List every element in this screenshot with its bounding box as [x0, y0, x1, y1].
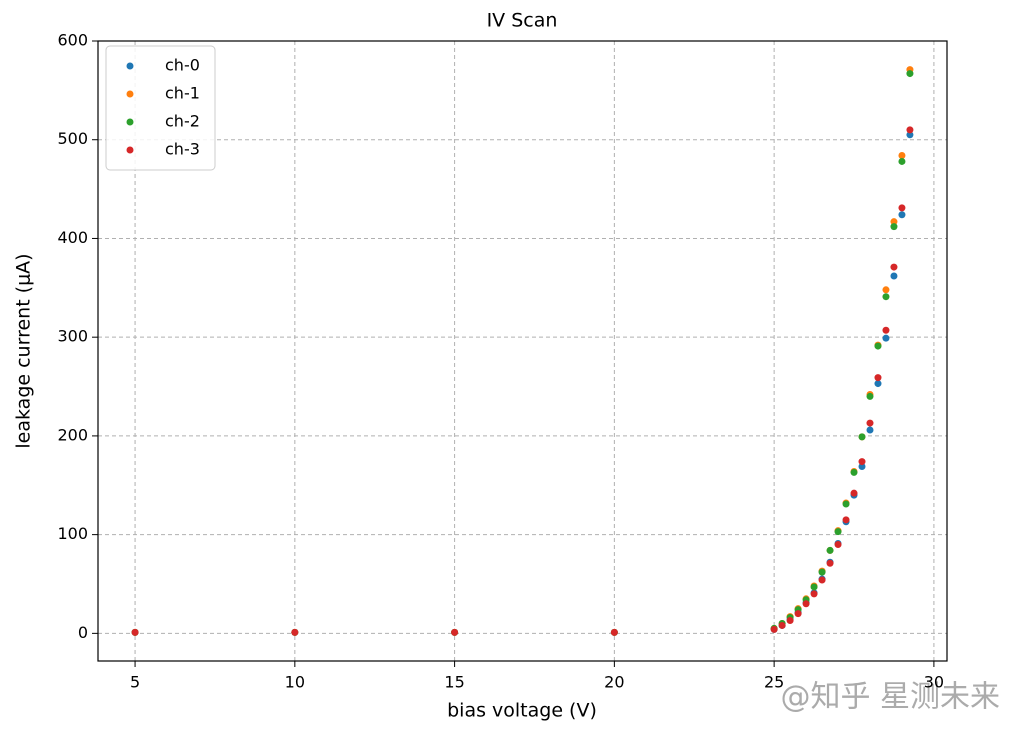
data-point — [866, 392, 874, 400]
x-tick-label: 30 — [924, 673, 944, 692]
data-point — [794, 610, 802, 618]
data-point — [818, 568, 826, 576]
legend-marker — [126, 90, 134, 98]
data-point — [451, 628, 459, 636]
x-tick-label: 5 — [130, 673, 140, 692]
data-point — [882, 286, 890, 294]
data-point — [874, 374, 882, 382]
data-point — [770, 625, 778, 633]
data-point — [850, 468, 858, 476]
legend-label: ch-0 — [165, 56, 200, 75]
data-point — [890, 263, 898, 271]
y-tick-label: 600 — [57, 31, 88, 50]
data-point — [858, 458, 866, 466]
data-point — [882, 334, 890, 342]
chart-title: IV Scan — [487, 10, 558, 32]
data-point — [842, 516, 850, 524]
watermark: @知乎 星测未来 — [780, 680, 1000, 715]
data-point — [810, 583, 818, 591]
legend-marker — [126, 118, 134, 126]
y-tick-label: 100 — [57, 524, 88, 543]
data-point — [898, 211, 906, 219]
data-point — [906, 131, 914, 139]
data-point — [842, 500, 850, 508]
legend — [105, 45, 216, 171]
y-tick-label: 500 — [57, 129, 88, 148]
data-point — [826, 546, 834, 554]
data-point — [898, 157, 906, 165]
legend-label: ch-2 — [165, 112, 200, 131]
x-tick-label: 15 — [444, 673, 464, 692]
y-axis-label: leakage current (μA) — [13, 253, 35, 448]
x-axis-label: bias voltage (V) — [447, 700, 597, 722]
data-point — [858, 463, 866, 471]
data-point — [866, 426, 874, 434]
legend-label: ch-3 — [165, 140, 200, 159]
y-tick-label: 400 — [57, 228, 88, 247]
data-point — [291, 628, 299, 636]
y-tick-label: 200 — [57, 425, 88, 444]
x-tick-label: 10 — [285, 673, 305, 692]
data-point — [131, 628, 139, 636]
data-point — [874, 342, 882, 350]
data-point — [906, 70, 914, 78]
y-tick-label: 300 — [57, 327, 88, 346]
data-point — [866, 419, 874, 427]
data-point — [874, 380, 882, 388]
y-tick-label: 0 — [78, 623, 88, 642]
data-point — [858, 433, 866, 441]
x-tick-label: 25 — [764, 673, 784, 692]
plot-frame — [97, 40, 948, 662]
legend-marker — [126, 146, 134, 154]
data-point — [834, 528, 842, 536]
data-point — [882, 293, 890, 301]
data-point — [802, 600, 810, 608]
legend-marker — [126, 62, 134, 70]
data-point — [890, 223, 898, 231]
data-point — [826, 559, 834, 567]
data-point — [778, 621, 786, 629]
data-point — [850, 489, 858, 497]
data-point — [890, 272, 898, 280]
data-point — [882, 326, 890, 334]
data-point — [610, 628, 618, 636]
data-point — [810, 590, 818, 598]
data-point — [906, 126, 914, 134]
data-point — [834, 541, 842, 549]
x-tick-label: 20 — [604, 673, 624, 692]
data-point — [890, 218, 898, 226]
data-point — [786, 617, 794, 625]
data-point — [898, 152, 906, 160]
data-point — [898, 204, 906, 212]
legend-label: ch-1 — [165, 84, 200, 103]
data-point — [818, 576, 826, 584]
